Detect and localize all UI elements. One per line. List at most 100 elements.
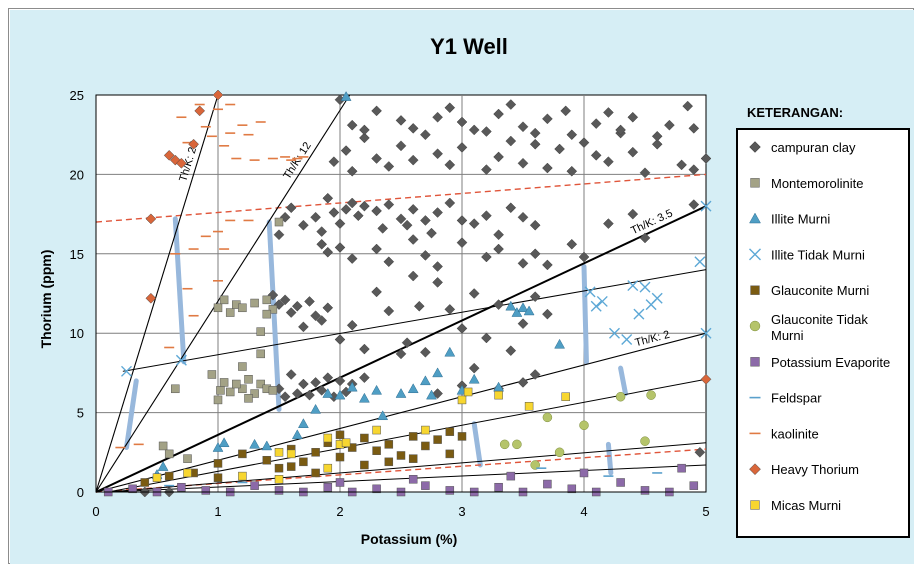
campuran-clay-point <box>493 243 504 255</box>
legend-marker <box>750 357 760 367</box>
campuran-clay-point <box>346 319 358 331</box>
illite-murni-point <box>371 384 383 395</box>
connector-bar <box>471 421 483 468</box>
campuran-clay-point <box>395 115 407 126</box>
campuran-clay-point <box>493 151 504 163</box>
montemorolinite-point <box>250 389 259 398</box>
illite-murni-point <box>377 410 389 421</box>
campuran-clay-point <box>456 237 468 249</box>
ratio-line <box>95 94 351 493</box>
campuran-clay-point <box>603 107 614 118</box>
campuran-clay-point <box>340 203 352 215</box>
illite-murni-point <box>511 307 523 317</box>
campuran-clay-point <box>413 300 425 312</box>
glauconite-tidak-murni-point <box>542 412 553 423</box>
campuran-clay-point <box>651 130 663 142</box>
campuran-clay-point <box>395 213 407 225</box>
campuran-clay-point <box>298 321 309 333</box>
potassium-evaporite-point <box>201 486 211 495</box>
montemorolinite-point <box>225 387 235 397</box>
campuran-clay-point <box>359 200 370 212</box>
dashed-trend-line <box>95 173 707 223</box>
glauconite-murni-point <box>372 446 381 455</box>
campuran-clay-point <box>566 165 578 177</box>
campuran-clay-point <box>420 346 431 358</box>
heavy-thorium-point <box>700 373 712 385</box>
y-axis-title: Thorium (ppm) <box>38 250 54 349</box>
x-tick-label: 2 <box>336 504 343 519</box>
montemorolinite-point <box>262 295 272 305</box>
montemorolinite-point <box>268 305 278 314</box>
illite-murni-point <box>523 305 535 316</box>
campuran-clay-point <box>432 277 443 288</box>
montemorolinite-point <box>256 379 265 389</box>
campuran-clay-point <box>700 153 712 164</box>
campuran-clay-point <box>560 105 572 117</box>
campuran-clay-point <box>529 291 541 303</box>
glauconite-murni-point <box>213 459 223 468</box>
potassium-evaporite-point <box>128 484 137 494</box>
illite-tidak-murni-point <box>175 354 187 366</box>
campuran-clay-point <box>383 199 395 210</box>
campuran-clay-point <box>322 302 334 314</box>
legend-label: campuran clay <box>771 140 856 155</box>
legend-marker <box>749 141 761 153</box>
montemorolinite-point <box>158 441 168 451</box>
montemorolinite-point <box>238 384 247 394</box>
campuran-clay-point <box>298 378 309 390</box>
heavy-thorium-point <box>163 149 175 161</box>
connector-bar <box>581 264 589 365</box>
ratio-line <box>95 94 219 493</box>
illite-murni-point <box>444 346 456 357</box>
campuran-clay-point <box>639 232 651 244</box>
legend-label: Glauconite Murni <box>771 283 869 298</box>
glauconite-murni-point <box>274 463 284 473</box>
potassium-evaporite-point <box>323 482 333 492</box>
legend-entry: Potassium Evaporite <box>750 355 890 370</box>
campuran-clay-point <box>627 208 639 220</box>
legend-marker <box>750 178 760 188</box>
campuran-clay-point <box>517 211 529 223</box>
legend-entry: Illite Tidak Murni <box>749 247 865 262</box>
glauconite-murni-point <box>347 443 357 452</box>
connector-bar <box>605 441 614 476</box>
illite-tidak-murni-point <box>627 280 639 292</box>
campuran-clay-point <box>432 261 443 272</box>
campuran-clay-point <box>407 270 419 282</box>
campuran-clay-point <box>529 127 541 139</box>
potassium-evaporite-point <box>274 486 284 495</box>
montemorolinite-point <box>268 386 278 395</box>
campuran-clay-point <box>542 308 553 320</box>
campuran-clay-point <box>328 207 340 218</box>
glauconite-tidak-murni-point <box>640 436 650 446</box>
campuran-clay-point <box>395 348 407 360</box>
glauconite-murni-point <box>421 441 430 451</box>
campuran-clay-point <box>566 129 578 141</box>
campuran-clay-point <box>334 242 346 253</box>
campuran-clay-point <box>346 197 358 209</box>
illite-tidak-murni-point <box>590 300 602 312</box>
glauconite-tidak-murni-point <box>499 439 510 450</box>
legend-marker <box>749 212 761 224</box>
glauconite-tidak-murni-point <box>615 391 626 402</box>
campuran-clay-point <box>676 159 687 171</box>
campuran-clay-point <box>542 259 553 271</box>
campuran-clay-point <box>279 391 291 403</box>
illite-murni-point <box>517 302 529 313</box>
campuran-clay-point <box>310 377 321 388</box>
campuran-clay-point <box>664 119 675 131</box>
illite-murni-point <box>212 442 224 452</box>
campuran-clay-point <box>517 257 529 269</box>
campuran-clay-point <box>420 250 431 261</box>
campuran-clay-point <box>407 234 419 245</box>
glauconite-murni-point <box>335 430 345 440</box>
x-tick-label: 4 <box>580 504 587 519</box>
glauconite-murni-point <box>262 455 272 465</box>
illite-murni-point <box>358 392 370 403</box>
campuran-clay-point <box>377 223 389 234</box>
legend-entry: Glauconite Tidak Murni <box>749 312 868 343</box>
campuran-clay-point <box>603 156 614 168</box>
campuran-clay-point <box>682 100 694 112</box>
potassium-evaporite-point <box>408 475 418 484</box>
